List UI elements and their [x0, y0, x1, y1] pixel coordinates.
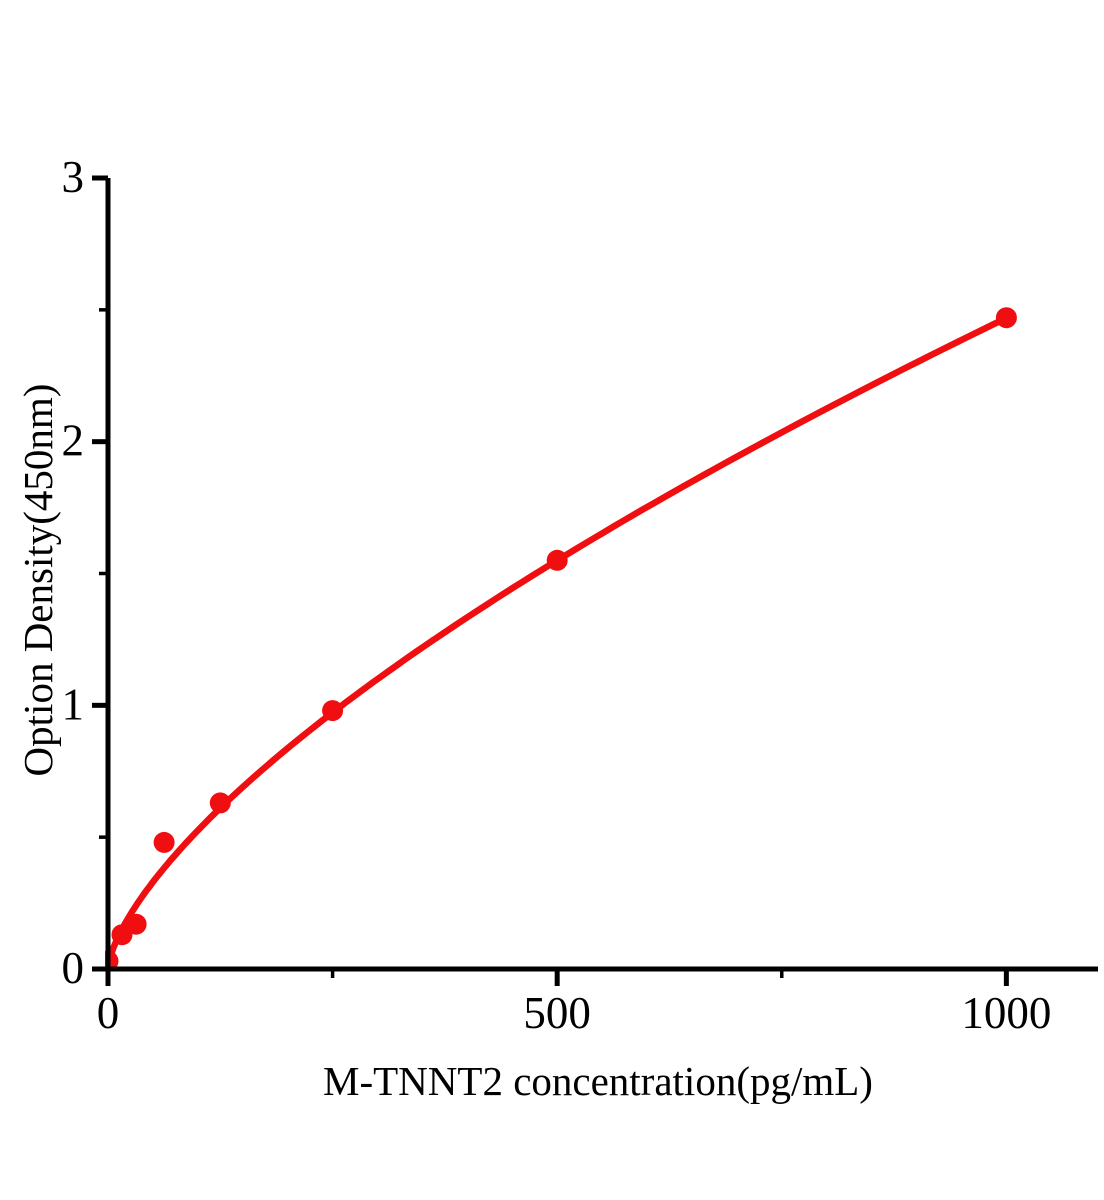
fit-curve	[105, 314, 1010, 973]
y-axis-title: Option Density(450nm)	[15, 384, 61, 777]
y-tick-label: 1	[62, 679, 85, 729]
x-tick-label: 500	[523, 988, 591, 1038]
data-point	[125, 913, 147, 935]
data-point	[153, 831, 175, 853]
data-point	[209, 792, 231, 814]
data-point	[546, 549, 568, 571]
y-tick-label: 0	[62, 943, 85, 993]
y-tick-label: 2	[62, 416, 85, 466]
data-point	[322, 700, 344, 722]
data-layer	[105, 307, 1017, 973]
x-tick-label: 0	[97, 988, 120, 1038]
data-point	[995, 307, 1017, 329]
y-tick-label: 3	[62, 152, 85, 202]
axes-layer: 0 500 1000 0 1 2 3	[62, 152, 1098, 1038]
x-tick-label: 1000	[961, 988, 1051, 1038]
x-axis-title: M-TNNT2 concentration(pg/mL)	[323, 1058, 873, 1104]
